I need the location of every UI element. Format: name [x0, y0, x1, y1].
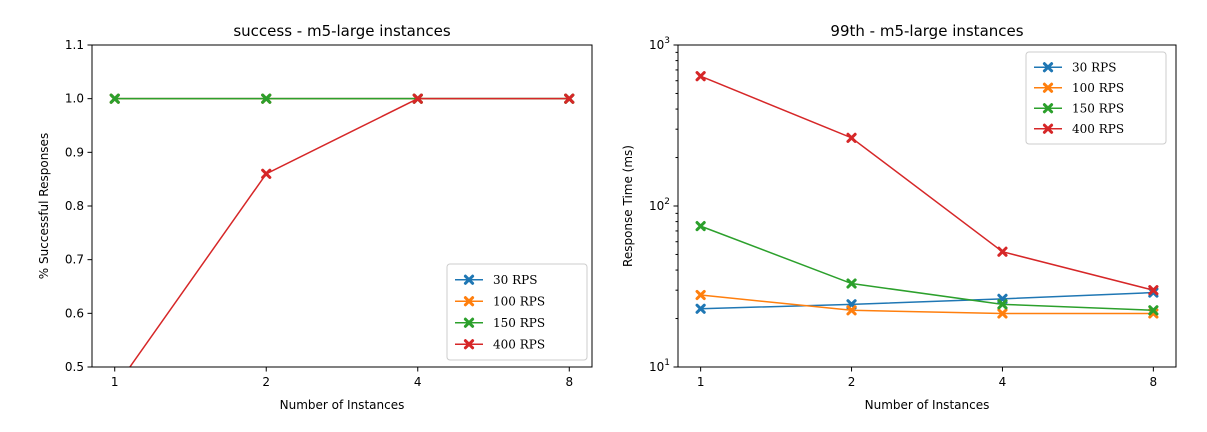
- data-point-150-rps: [997, 299, 1008, 310]
- data-point-150-rps: [695, 221, 706, 232]
- chart-title: 99th - m5-large instances: [830, 22, 1023, 40]
- data-point-150-rps: [846, 278, 857, 289]
- legend-marker: [1042, 62, 1054, 73]
- legend-item-30-rps: 30 RPS: [1034, 60, 1116, 74]
- y-tick-label: 0.8: [65, 199, 84, 213]
- legend-item-150-rps: 150 RPS: [455, 316, 545, 330]
- series-line-30-rps: [700, 291, 1154, 310]
- data-point-30-rps: [695, 303, 706, 314]
- legend-label: 100 RPS: [493, 294, 545, 308]
- legend-item-100-rps: 100 RPS: [455, 294, 545, 308]
- legend-marker: [463, 317, 475, 328]
- data-point-400-rps: [846, 132, 857, 143]
- data-point-150-rps: [1148, 305, 1159, 316]
- legend-item-400-rps: 400 RPS: [455, 337, 545, 351]
- chart-success: success - m5-large instances 0.5 0.6 0.7 0.8…: [37, 22, 593, 412]
- series-line-400-rps: [128, 97, 570, 367]
- legend-label: 150 RPS: [493, 316, 545, 330]
- legend-item-400-rps: 400 RPS: [1034, 122, 1124, 136]
- data-point-100-rps: [997, 308, 1008, 319]
- x-tick-label: 2: [848, 375, 856, 389]
- data-point-400-rps: [261, 168, 272, 179]
- y-tick-label: 0.5: [65, 360, 84, 374]
- data-point-100-rps: [846, 305, 857, 316]
- y-tick-label: 1.0: [65, 92, 84, 106]
- y-tick-label: 1.1: [65, 38, 84, 52]
- legend-label: 400 RPS: [493, 337, 545, 351]
- y-axis-label: Response Time (ms): [621, 145, 635, 267]
- series-line-100-rps: [700, 294, 1154, 315]
- x-axis-label: Number of Instances: [280, 398, 405, 412]
- data-point-150-rps: [261, 93, 272, 104]
- data-point-400-rps: [695, 71, 706, 82]
- data-point-400-rps: [997, 246, 1008, 257]
- legend-label: 100 RPS: [1072, 81, 1124, 95]
- legend-item-30-rps: 30 RPS: [455, 273, 537, 287]
- x-tick-label: 8: [1150, 375, 1158, 389]
- legend-box: [1025, 51, 1167, 145]
- x-tick-label: 4: [999, 375, 1007, 389]
- plot-area: [109, 93, 575, 367]
- legend-label: 30 RPS: [1072, 60, 1116, 74]
- data-point-400-rps: [412, 93, 423, 104]
- data-point-400-rps: [1148, 285, 1159, 296]
- y-axis-label: % Successful Responses: [37, 133, 51, 279]
- y-tick-label: 103: [649, 36, 670, 52]
- data-point-150-rps: [109, 93, 120, 104]
- legend-marker: [463, 274, 475, 285]
- legend-label: 400 RPS: [1072, 122, 1124, 136]
- legend-label: 150 RPS: [1072, 101, 1124, 115]
- legend: 30 RPS 100 RPS 150 RPS 400 RPS: [446, 263, 588, 361]
- x-axis-label: Number of Instances: [865, 398, 990, 412]
- x-tick-label: 1: [111, 375, 119, 389]
- series-line-150-rps: [700, 225, 1154, 312]
- legend-marker: [1042, 123, 1054, 134]
- legend-label: 30 RPS: [493, 273, 537, 287]
- data-point-100-rps: [695, 289, 706, 301]
- legend: 30 RPS 100 RPS 150 RPS 400 RPS: [1025, 51, 1167, 145]
- x-tick-label: 2: [262, 375, 270, 389]
- legend-marker: [1042, 103, 1054, 114]
- axes-frame: [91, 44, 593, 368]
- legend-item-150-rps: 150 RPS: [1034, 101, 1124, 115]
- legend-marker: [1042, 82, 1054, 93]
- plot-area: [695, 71, 1159, 319]
- chart-99th-response-time: 99th - m5-large instances 101 102 103 1 2 4 8 Nu…: [621, 22, 1177, 412]
- chart-title: success - m5-large instances: [233, 22, 451, 40]
- legend-marker: [463, 296, 475, 307]
- y-tick-label: 0.9: [65, 145, 84, 159]
- data-point-400-rps: [564, 93, 575, 104]
- legend-marker: [463, 339, 475, 350]
- legend-box: [446, 263, 588, 361]
- y-tick-label: 0.7: [65, 253, 84, 267]
- series-line-400-rps: [700, 75, 1154, 291]
- axes-frame: [677, 44, 1177, 368]
- x-tick-label: 8: [565, 375, 573, 389]
- y-tick-label: 102: [649, 197, 670, 213]
- y-tick-label: 0.6: [65, 306, 84, 320]
- x-tick-label: 1: [697, 375, 705, 389]
- legend-item-100-rps: 100 RPS: [1034, 81, 1124, 95]
- x-tick-label: 4: [414, 375, 422, 389]
- y-tick-label: 101: [649, 358, 670, 374]
